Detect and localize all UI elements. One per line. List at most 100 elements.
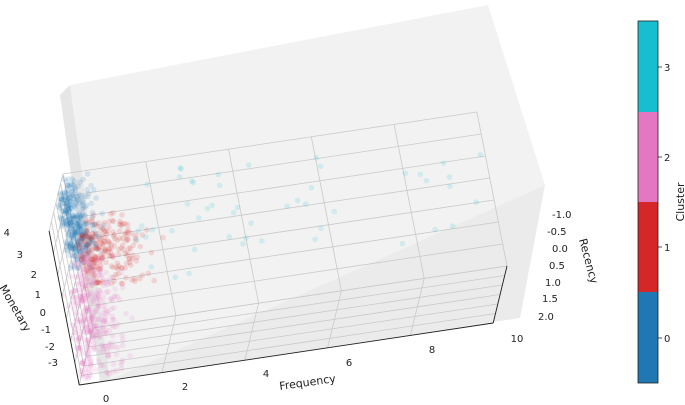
cluster-1-point bbox=[117, 220, 124, 227]
cluster-0-point bbox=[73, 242, 79, 248]
cluster-0-point bbox=[68, 240, 74, 246]
cluster-3-point bbox=[308, 184, 315, 191]
cluster-0-point bbox=[63, 207, 69, 214]
cluster-0-point bbox=[76, 241, 83, 248]
cluster-0-point bbox=[75, 240, 82, 246]
cluster-2-point bbox=[105, 278, 112, 284]
cluster-1-point bbox=[106, 240, 112, 247]
cluster-2-point bbox=[79, 360, 85, 367]
cluster-2-point bbox=[88, 319, 94, 326]
cluster-0-point bbox=[64, 217, 71, 223]
cluster-1-point bbox=[122, 265, 128, 271]
cluster-2-point bbox=[93, 308, 100, 315]
cluster-2-point bbox=[67, 273, 73, 280]
cluster-0-point bbox=[80, 259, 87, 266]
cluster-2-point bbox=[69, 289, 75, 295]
cluster-2-point bbox=[106, 343, 112, 350]
cluster-2-point bbox=[71, 294, 77, 300]
cluster-0-point bbox=[65, 223, 71, 229]
cluster-1-point bbox=[101, 238, 107, 244]
cluster-1-point bbox=[93, 240, 99, 247]
cluster-0-point bbox=[57, 202, 63, 209]
cluster-1-point bbox=[122, 220, 128, 227]
cluster-0-point bbox=[74, 228, 81, 234]
cluster-0-point bbox=[64, 221, 70, 228]
cluster-2-point bbox=[88, 280, 94, 287]
cluster-0-point bbox=[78, 213, 84, 219]
cluster-2-point bbox=[107, 296, 114, 303]
cluster-2-point bbox=[80, 328, 87, 335]
cluster-0-point bbox=[82, 227, 89, 234]
cluster-0-point bbox=[72, 213, 79, 220]
cluster-2-point bbox=[90, 298, 97, 305]
cluster-2-point bbox=[119, 284, 126, 291]
cluster-1-point bbox=[109, 252, 116, 259]
cluster-2-point bbox=[86, 279, 93, 286]
cluster-0-point bbox=[78, 232, 85, 238]
cluster-2-point bbox=[91, 293, 97, 299]
cluster-0-point bbox=[63, 247, 70, 253]
cluster-2-point bbox=[80, 298, 86, 304]
cluster-1-point bbox=[111, 278, 117, 284]
cluster-0-point bbox=[92, 231, 99, 238]
cluster-2-point bbox=[87, 371, 93, 378]
cluster-2-point bbox=[83, 258, 89, 265]
cluster-0-point bbox=[71, 196, 77, 203]
cluster-0-point bbox=[89, 237, 95, 244]
cluster-2-point bbox=[86, 329, 93, 335]
cluster-0-point bbox=[71, 265, 78, 271]
cluster-2-point bbox=[120, 342, 126, 349]
cluster-0-point bbox=[83, 247, 89, 254]
cluster-0-point bbox=[56, 204, 62, 210]
x-tick-label: 6 bbox=[346, 358, 352, 369]
cluster-0-point bbox=[76, 226, 83, 232]
cluster-2-point bbox=[85, 305, 92, 311]
cluster-2-point bbox=[87, 277, 94, 283]
cluster-2-point bbox=[105, 352, 111, 358]
cluster-1-point bbox=[93, 245, 99, 252]
cluster-2-point bbox=[101, 317, 107, 324]
cluster-0-point bbox=[60, 219, 66, 226]
cluster-2-point bbox=[114, 294, 121, 300]
cluster-2-point bbox=[108, 274, 115, 280]
cluster-2-point bbox=[70, 305, 77, 312]
cluster-2-point bbox=[73, 261, 79, 267]
cluster-2-point bbox=[72, 329, 79, 336]
cluster-2-point bbox=[92, 366, 99, 373]
cluster-1-point bbox=[134, 254, 140, 260]
cluster-2-point bbox=[88, 362, 94, 368]
cluster-2-point bbox=[101, 330, 107, 336]
cluster-1-point bbox=[83, 250, 90, 257]
cluster-0-point bbox=[65, 233, 71, 239]
cluster-0-point bbox=[57, 201, 64, 207]
cluster-2-point bbox=[76, 331, 82, 337]
cluster-1-point bbox=[160, 234, 166, 241]
cluster-0-point bbox=[76, 244, 83, 251]
cluster-2-point bbox=[83, 308, 90, 314]
cluster-0-point bbox=[89, 209, 96, 216]
cluster-2-point bbox=[109, 313, 116, 320]
cluster-2-point bbox=[90, 297, 97, 304]
cluster-0-point bbox=[67, 228, 74, 234]
cluster-3-point bbox=[134, 236, 140, 243]
cluster-0-point bbox=[67, 235, 74, 242]
cluster-2-point bbox=[80, 297, 86, 304]
cluster-1-point bbox=[120, 246, 127, 253]
cluster-1-point bbox=[83, 267, 90, 274]
grid-line bbox=[90, 275, 505, 338]
cluster-2-point bbox=[88, 314, 95, 321]
cluster-0-point bbox=[90, 226, 96, 232]
cluster-3-point bbox=[423, 177, 430, 184]
cluster-2-point bbox=[79, 367, 86, 374]
cluster-0-point bbox=[83, 220, 89, 227]
cluster-0-point bbox=[99, 210, 105, 217]
cluster-0-point bbox=[75, 220, 82, 227]
cluster-0-point bbox=[63, 227, 70, 233]
cluster-2-point bbox=[116, 296, 123, 303]
cluster-0-point bbox=[75, 183, 81, 189]
cluster-0-point bbox=[75, 224, 82, 230]
cluster-0-point bbox=[74, 214, 81, 221]
cluster-0-point bbox=[76, 211, 82, 218]
cluster-1-point bbox=[98, 252, 104, 258]
cluster-0-point bbox=[73, 232, 79, 239]
